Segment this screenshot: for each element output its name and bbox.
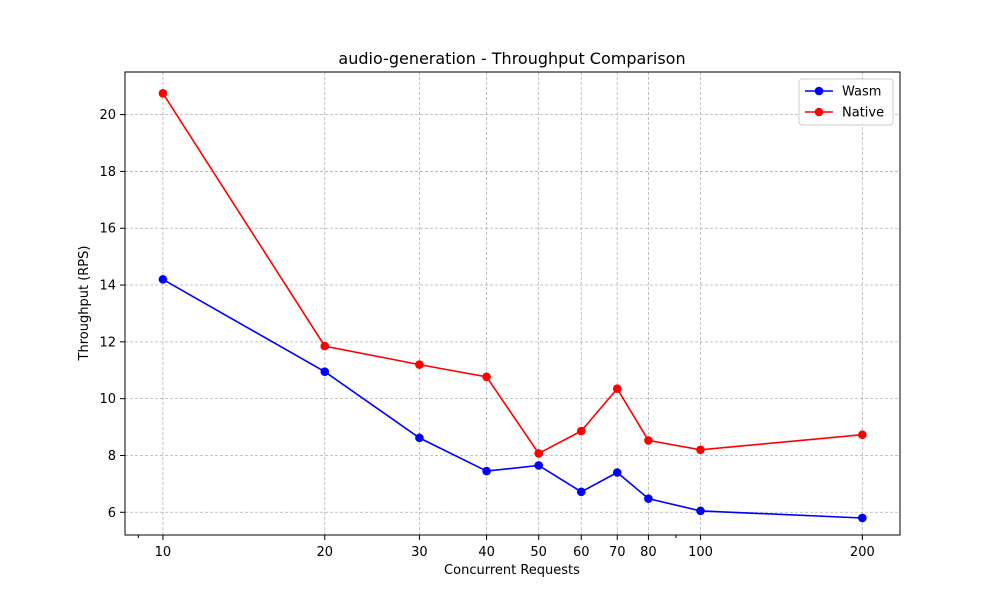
y-tick-label: 16 bbox=[99, 222, 116, 237]
legend-label-wasm: Wasm bbox=[842, 85, 881, 100]
series-line-wasm bbox=[162, 278, 863, 519]
data-point-native bbox=[576, 426, 586, 436]
data-point-wasm bbox=[320, 367, 330, 376]
x-tick-label: 20 bbox=[316, 545, 333, 560]
x-tick-label: 60 bbox=[573, 545, 590, 560]
data-point-native bbox=[696, 445, 705, 455]
x-tick-label: 200 bbox=[850, 545, 875, 560]
x-axis-label: Concurrent Requests bbox=[444, 563, 580, 578]
y-tick-label: 18 bbox=[99, 165, 116, 180]
y-tick-label: 6 bbox=[108, 506, 116, 521]
series-line-native bbox=[162, 92, 863, 455]
data-point-wasm bbox=[576, 487, 586, 497]
series-lines bbox=[158, 89, 867, 523]
data-point-wasm bbox=[858, 513, 867, 523]
y-tick-label: 20 bbox=[99, 108, 116, 123]
grid bbox=[125, 72, 900, 535]
x-tick-label: 40 bbox=[478, 545, 495, 560]
data-point-native bbox=[158, 89, 168, 98]
x-tick-label: 80 bbox=[640, 545, 657, 560]
data-point-native bbox=[644, 436, 653, 445]
axis-ticks: 10 20 30 40 50 60 70 80 100 200 6 8 10 12 14 16 18 20 bbox=[99, 108, 874, 560]
plot-frame bbox=[124, 71, 901, 536]
data-point-native bbox=[482, 372, 491, 382]
y-tick-label: 12 bbox=[99, 335, 116, 350]
data-point-wasm bbox=[696, 506, 705, 516]
data-point-native bbox=[612, 384, 622, 394]
data-point-wasm bbox=[158, 275, 168, 284]
legend: Wasm Native bbox=[798, 78, 894, 126]
legend-label-native: Native bbox=[842, 106, 884, 121]
x-tick-label: 50 bbox=[530, 545, 547, 560]
data-point-native bbox=[320, 341, 330, 351]
data-point-wasm bbox=[612, 468, 622, 477]
data-point-native bbox=[415, 360, 424, 369]
y-axis-label: Throughput (RPS) bbox=[77, 246, 92, 362]
x-tick-label: 70 bbox=[609, 545, 626, 560]
data-point-native bbox=[534, 449, 543, 458]
data-point-wasm bbox=[534, 461, 543, 470]
legend-marker-wasm bbox=[814, 86, 824, 96]
chart-title: audio-generation - Throughput Comparison bbox=[338, 49, 685, 68]
y-tick-label: 8 bbox=[108, 449, 116, 464]
legend-marker-native bbox=[814, 107, 824, 117]
data-point-wasm bbox=[482, 466, 491, 476]
data-point-native bbox=[858, 430, 867, 440]
x-tick-label: 10 bbox=[155, 545, 172, 560]
y-tick-label: 14 bbox=[99, 279, 116, 294]
y-tick-label: 10 bbox=[99, 392, 116, 407]
x-tick-label: 100 bbox=[688, 545, 713, 560]
x-tick-label: 30 bbox=[411, 545, 428, 560]
data-point-wasm bbox=[415, 433, 424, 443]
data-point-wasm bbox=[644, 494, 653, 503]
